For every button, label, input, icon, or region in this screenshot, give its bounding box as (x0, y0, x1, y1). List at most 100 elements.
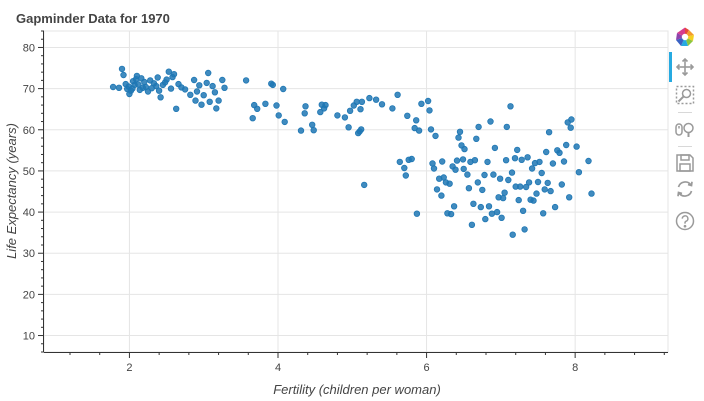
data-point (508, 169, 516, 176)
data-point (345, 124, 352, 131)
data-point (585, 157, 592, 165)
data-point (438, 192, 445, 199)
y-tick-label: 40 (23, 207, 35, 219)
x-axis-label: Fertility (children per woman) (273, 382, 441, 397)
pan-tool-icon[interactable] (674, 56, 696, 78)
help-tool-icon[interactable] (674, 210, 696, 232)
data-point (302, 103, 309, 110)
data-point (172, 105, 180, 112)
data-point (196, 82, 203, 89)
data-point (301, 110, 308, 117)
data-point (281, 118, 288, 126)
data-point (203, 79, 210, 87)
data-point (511, 154, 519, 162)
data-point (475, 123, 482, 131)
data-point (389, 105, 396, 112)
data-point (525, 179, 533, 186)
data-point (499, 194, 507, 202)
data-point (521, 226, 528, 233)
data-point (249, 114, 256, 122)
data-point (528, 165, 536, 172)
reset-tool-icon[interactable] (674, 178, 696, 200)
data-point (547, 187, 554, 195)
data-point (479, 186, 486, 194)
y-tick-label: 50 (23, 166, 35, 178)
data-point (242, 77, 250, 84)
plot-toolbar (668, 26, 702, 246)
data-point (353, 98, 360, 105)
data-point (538, 169, 545, 177)
data-point (474, 179, 481, 186)
data-point (455, 134, 462, 141)
bokeh-logo-icon[interactable] (674, 26, 696, 48)
wheel-zoom-tool-icon[interactable] (674, 118, 696, 140)
data-point (544, 179, 551, 187)
data-point (322, 101, 329, 109)
data-point (152, 82, 160, 90)
data-point (157, 94, 164, 101)
data-point (575, 168, 583, 176)
data-point (502, 156, 510, 164)
data-point (465, 184, 473, 192)
data-point (433, 186, 441, 193)
data-point (334, 112, 341, 119)
data-point (573, 143, 580, 150)
data-point (545, 128, 553, 136)
data-point (514, 146, 521, 154)
x-tick-label: 8 (572, 362, 578, 374)
data-point (568, 116, 575, 123)
data-point (167, 85, 175, 92)
data-point (460, 165, 467, 173)
data-point (541, 186, 548, 193)
data-point (309, 121, 316, 128)
data-point (507, 103, 514, 110)
data-point (501, 189, 508, 196)
data-point (408, 155, 415, 163)
data-point (394, 91, 401, 98)
data-point (346, 107, 354, 114)
data-point (120, 71, 127, 79)
data-point (477, 203, 484, 211)
data-point (530, 197, 537, 204)
data-point (211, 89, 219, 96)
data-point (200, 91, 207, 99)
data-point (563, 141, 570, 149)
data-point (358, 98, 366, 105)
data-point (204, 69, 212, 77)
data-point (378, 101, 386, 108)
data-point (503, 123, 510, 131)
data-point (558, 181, 565, 188)
save-tool-icon[interactable] (674, 152, 696, 174)
y-tick-label: 80 (23, 42, 35, 54)
data-points (109, 65, 595, 238)
data-point (471, 156, 479, 164)
data-point (372, 96, 380, 103)
data-point (567, 124, 574, 131)
data-point (490, 171, 497, 178)
data-point (213, 105, 220, 112)
data-point (357, 105, 364, 113)
data-point (447, 210, 455, 218)
data-point (415, 127, 423, 134)
data-point (193, 88, 201, 95)
y-tick-label: 20 (23, 289, 35, 301)
data-point (453, 157, 461, 164)
data-point (297, 127, 305, 134)
data-point (190, 76, 198, 84)
data-point (418, 100, 425, 107)
data-point (163, 76, 170, 83)
x-tick-label: 4 (275, 362, 281, 374)
data-point (206, 98, 213, 105)
data-point (487, 118, 494, 125)
box-zoom-tool-icon[interactable] (674, 84, 696, 106)
data-point (459, 156, 467, 163)
data-point (505, 176, 512, 184)
toolbar-divider (678, 112, 692, 113)
data-point (452, 166, 459, 173)
axes: 2 4 6 8 10 20 30 40 50 60 70 80 (23, 30, 668, 374)
data-point (155, 87, 163, 94)
data-point (517, 183, 524, 190)
data-point (192, 97, 199, 104)
